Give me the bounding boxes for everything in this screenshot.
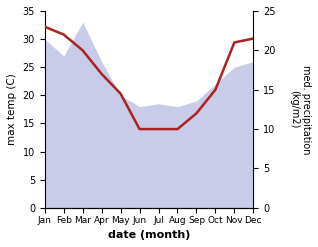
X-axis label: date (month): date (month) [108,230,190,240]
Y-axis label: med. precipitation
(kg/m2): med. precipitation (kg/m2) [289,65,311,154]
Y-axis label: max temp (C): max temp (C) [7,74,17,145]
